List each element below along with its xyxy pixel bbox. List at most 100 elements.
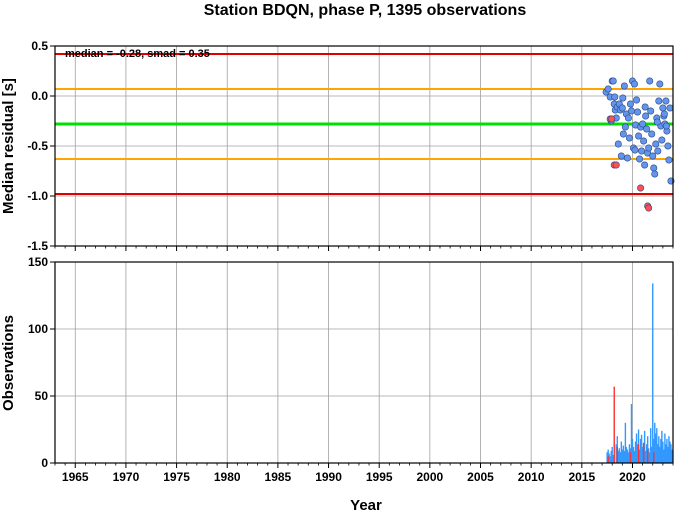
histogram-bar xyxy=(623,450,626,463)
histogram-bar xyxy=(617,450,619,463)
histogram-bar xyxy=(648,452,651,463)
data-point xyxy=(624,114,632,122)
data-point xyxy=(645,144,653,152)
data-point xyxy=(621,123,629,131)
data-point xyxy=(620,82,628,90)
data-point xyxy=(626,100,634,108)
histogram-bar xyxy=(628,444,631,463)
histogram-bar xyxy=(669,441,671,463)
histogram-bar xyxy=(618,448,621,463)
data-point xyxy=(640,137,648,145)
x-tick-label: 2005 xyxy=(467,470,494,484)
histogram-bar xyxy=(652,283,654,463)
x-axis-label: Year xyxy=(350,497,382,511)
data-point xyxy=(635,132,643,140)
histogram-bar xyxy=(643,430,646,463)
histogram-bar xyxy=(627,452,630,463)
data-point xyxy=(633,96,641,104)
data-point xyxy=(617,152,625,160)
histogram-bar xyxy=(610,450,612,463)
plot-frame xyxy=(54,45,674,247)
data-point xyxy=(652,140,660,148)
data-point xyxy=(662,97,670,105)
histogram-bar xyxy=(666,438,668,463)
data-point xyxy=(641,161,649,169)
histogram-bar xyxy=(612,454,614,463)
histogram-bar xyxy=(656,428,658,463)
histogram-bar xyxy=(624,422,627,463)
data-point xyxy=(643,125,651,133)
histogram-bar xyxy=(647,448,650,463)
histogram-bar xyxy=(661,430,663,463)
data-point xyxy=(609,77,617,85)
data-point xyxy=(608,115,616,123)
data-point xyxy=(639,120,647,128)
data-point xyxy=(654,147,662,155)
y-tick-label: -1.0 xyxy=(27,189,48,203)
data-point xyxy=(659,104,667,112)
histogram-bar xyxy=(616,446,618,463)
histogram-bar xyxy=(607,456,609,463)
data-point xyxy=(649,152,657,160)
x-tick-label: 1980 xyxy=(214,470,241,484)
y-tick-label: -1.5 xyxy=(27,239,48,253)
histogram-bar xyxy=(668,436,670,463)
data-point xyxy=(653,118,661,126)
histogram-bar xyxy=(613,386,615,463)
histogram-bar xyxy=(621,449,624,463)
histogram-bar xyxy=(660,438,662,463)
histogram-bar xyxy=(630,404,633,463)
data-point xyxy=(648,130,656,138)
stats-annotation: median = -0.28, smad = 0.35 xyxy=(65,48,210,60)
histogram-bar xyxy=(653,452,655,463)
data-point xyxy=(619,130,627,138)
data-point xyxy=(619,94,627,102)
data-point xyxy=(637,184,645,192)
histogram-bar xyxy=(608,453,610,463)
histogram-bar xyxy=(622,445,625,463)
data-point xyxy=(614,140,622,148)
histogram-bar xyxy=(650,428,652,463)
data-point xyxy=(642,112,650,120)
histogram-bar xyxy=(658,436,660,463)
histogram-bar xyxy=(629,452,632,463)
histogram-bar xyxy=(644,450,647,463)
data-point xyxy=(655,97,663,105)
data-point xyxy=(656,80,664,88)
histogram-bar xyxy=(655,433,657,463)
x-tick-label: 1990 xyxy=(315,470,342,484)
histogram-bar xyxy=(670,444,672,463)
observations-panel: 1965 1970 1975 1980 1985 1990 1995 2000 2005 2010… xyxy=(28,255,674,484)
data-point xyxy=(611,93,619,101)
y-tick-label: 0.5 xyxy=(31,39,48,53)
histogram-bar xyxy=(631,438,634,463)
data-point xyxy=(627,107,635,115)
y-tick-label: 50 xyxy=(35,389,49,403)
histogram-bar xyxy=(632,446,635,463)
histogram-bar xyxy=(659,446,661,463)
histogram-bar xyxy=(657,444,659,463)
data-point xyxy=(666,104,674,112)
x-tick-label: 2020 xyxy=(619,470,646,484)
y-tick-label: -0.5 xyxy=(27,139,48,153)
y-tick-label: 100 xyxy=(28,322,48,336)
y-tick-label: 0 xyxy=(41,456,48,470)
x-tick-label: 1975 xyxy=(163,470,190,484)
y-tick-label: 0.0 xyxy=(31,89,48,103)
histogram-bar xyxy=(667,446,669,463)
histogram-bar xyxy=(637,444,640,463)
data-point xyxy=(645,204,653,212)
histogram-bar xyxy=(606,452,608,463)
histogram-bar xyxy=(619,452,622,463)
chart-title: Station BDQN, phase P, 1395 observations xyxy=(204,2,527,19)
histogram-bar xyxy=(635,433,638,463)
data-point xyxy=(618,104,626,112)
data-point xyxy=(660,110,668,118)
histogram-bar xyxy=(642,442,645,463)
plot-frame xyxy=(54,261,674,464)
residual-panel: 0.5 0.0 -0.5 -1.0 -1.5 median = -0.28, smad =… xyxy=(27,39,675,253)
histogram-bar xyxy=(626,449,629,463)
data-point xyxy=(662,122,670,130)
data-point xyxy=(631,80,639,88)
